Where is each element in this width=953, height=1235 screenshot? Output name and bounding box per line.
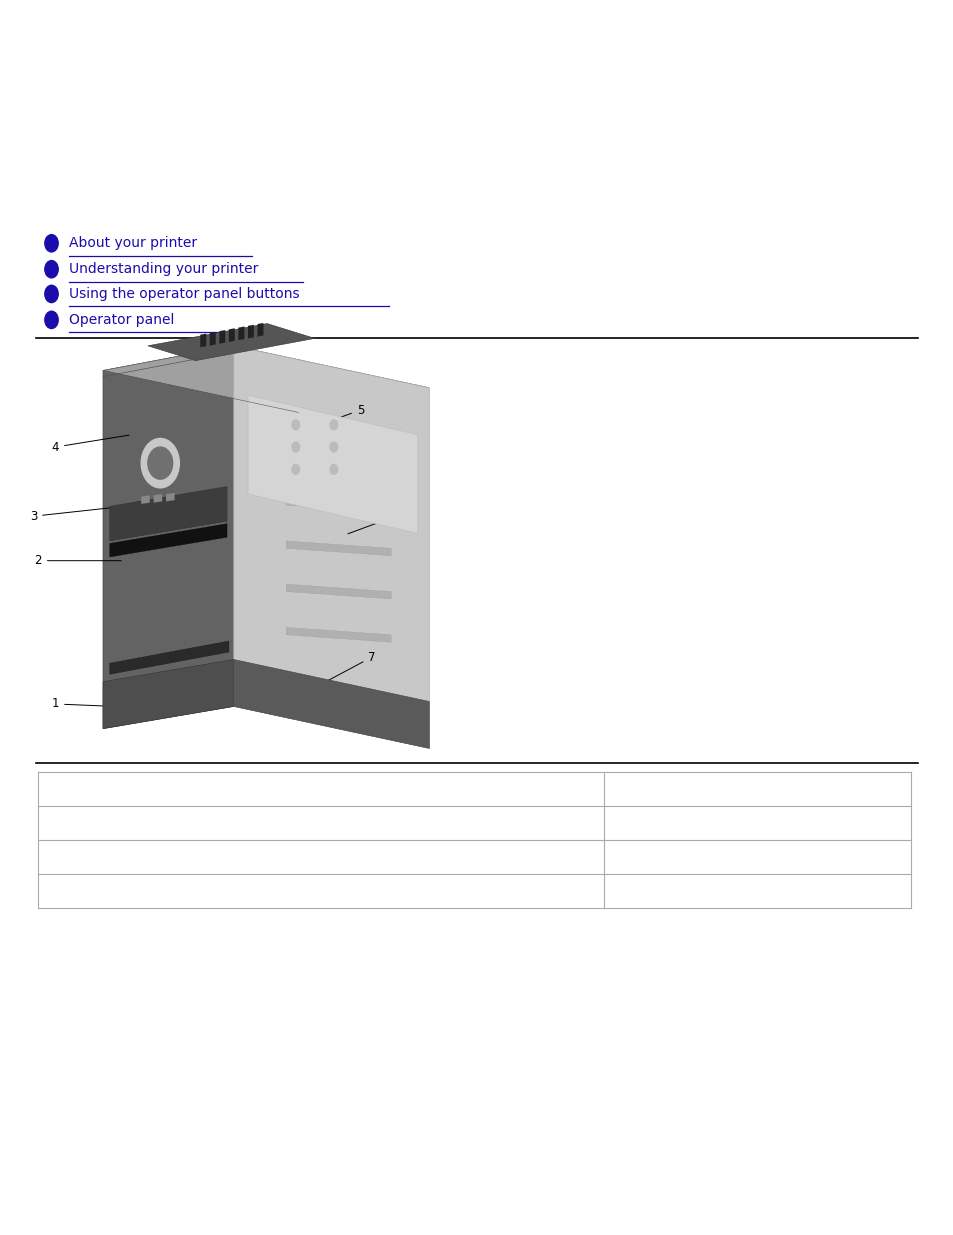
Circle shape	[148, 447, 172, 479]
Polygon shape	[286, 627, 391, 642]
Polygon shape	[286, 584, 391, 599]
Circle shape	[330, 420, 337, 430]
Circle shape	[45, 285, 58, 303]
Polygon shape	[238, 326, 244, 340]
Circle shape	[45, 261, 58, 278]
Circle shape	[45, 235, 58, 252]
Polygon shape	[103, 659, 233, 729]
Circle shape	[330, 464, 337, 474]
Text: 1: 1	[51, 698, 112, 710]
Polygon shape	[103, 346, 429, 412]
Polygon shape	[233, 659, 429, 748]
Polygon shape	[110, 641, 229, 674]
Text: Operator panel: Operator panel	[69, 312, 173, 327]
Polygon shape	[248, 325, 253, 338]
Text: 4: 4	[51, 435, 129, 453]
Polygon shape	[286, 541, 391, 556]
Text: Using the operator panel buttons: Using the operator panel buttons	[69, 287, 299, 301]
Polygon shape	[103, 346, 233, 729]
Polygon shape	[219, 330, 225, 343]
Polygon shape	[233, 346, 429, 748]
Polygon shape	[257, 324, 263, 336]
Text: 5: 5	[277, 404, 364, 440]
Text: 6: 6	[348, 504, 416, 534]
Circle shape	[330, 442, 337, 452]
Polygon shape	[110, 524, 227, 557]
Polygon shape	[286, 498, 391, 513]
Polygon shape	[210, 332, 215, 346]
Polygon shape	[166, 493, 174, 501]
Circle shape	[141, 438, 179, 488]
Text: Understanding your printer: Understanding your printer	[69, 262, 258, 277]
Polygon shape	[148, 324, 314, 361]
Text: 2: 2	[34, 555, 121, 567]
Polygon shape	[200, 333, 206, 347]
Text: About your printer: About your printer	[69, 236, 196, 251]
Polygon shape	[141, 495, 150, 504]
Circle shape	[292, 420, 299, 430]
Polygon shape	[110, 487, 227, 541]
Polygon shape	[229, 329, 234, 342]
Polygon shape	[248, 395, 417, 534]
Polygon shape	[153, 494, 162, 503]
Text: 3: 3	[30, 506, 121, 522]
Circle shape	[45, 311, 58, 329]
Text: 7: 7	[298, 651, 375, 697]
Circle shape	[292, 464, 299, 474]
Circle shape	[292, 442, 299, 452]
